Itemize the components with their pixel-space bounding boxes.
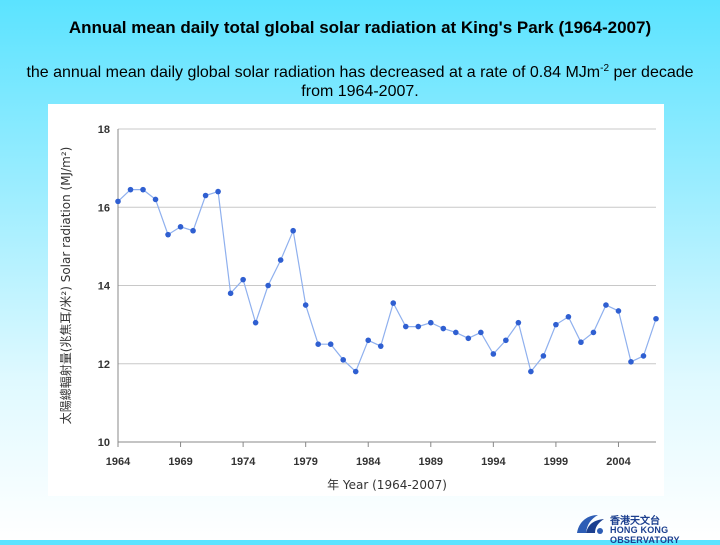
data-point — [327, 341, 334, 347]
observatory-emblem-icon — [577, 515, 604, 534]
data-point — [540, 353, 547, 359]
y-tick-label: 18 — [98, 124, 110, 136]
subtitle-text-end: per decade from 1964-2007. — [301, 64, 694, 100]
data-point — [603, 302, 609, 308]
data-point — [240, 276, 246, 283]
data-point — [453, 329, 459, 336]
data-point — [578, 339, 584, 346]
data-point — [478, 329, 484, 336]
data-point — [465, 335, 472, 342]
data-point — [302, 302, 309, 308]
data-point — [565, 314, 572, 320]
data-point — [352, 368, 359, 375]
data-point — [152, 196, 159, 203]
data-point — [640, 353, 647, 359]
y-tick-label: 12 — [98, 359, 110, 371]
slide-subtitle: the annual mean daily global solar radia… — [20, 63, 700, 101]
data-point — [290, 227, 296, 234]
data-point — [653, 315, 659, 322]
data-point — [202, 192, 209, 199]
slide-title: Annual mean daily total global solar rad… — [68, 18, 652, 37]
data-point — [528, 368, 534, 375]
data-point — [503, 337, 509, 344]
logo-name-en: HONG KONG OBSERVATORY — [610, 525, 680, 545]
data-point — [390, 300, 397, 306]
data-point — [115, 198, 121, 205]
y-tick-label: 14 — [98, 281, 111, 293]
data-point — [515, 319, 522, 326]
data-point — [252, 319, 259, 326]
data-point — [190, 227, 196, 234]
data-point — [265, 282, 271, 289]
data-point — [402, 323, 409, 330]
logo-name-cn: 香港天文台 — [610, 516, 660, 527]
observatory-logo: 香港天文台 HONG KONG OBSERVATORY — [574, 510, 720, 545]
data-point — [277, 257, 284, 263]
data-point — [590, 329, 597, 336]
chart-panel: 10 12 14 16 18 1964 1969 1974 1979 1984 1989 1994 19… — [48, 104, 664, 496]
x-tick-label: 1994 — [481, 456, 506, 468]
solar-radiation-chart: 10 12 14 16 18 1964 1969 1974 1979 1984 1989 1994 19… — [58, 124, 659, 492]
x-tick-label: 1964 — [106, 456, 131, 468]
data-point — [440, 325, 447, 332]
data-point — [628, 358, 634, 365]
data-point — [315, 341, 321, 347]
subtitle-superscript: -2 — [600, 63, 610, 74]
data-point — [215, 188, 221, 195]
data-point — [427, 319, 434, 326]
x-tick-label: 1999 — [544, 456, 568, 468]
x-tick-label: 2004 — [606, 456, 631, 468]
data-point — [140, 186, 146, 193]
data-point — [227, 290, 234, 297]
data-point — [490, 351, 497, 357]
data-point — [165, 231, 171, 238]
x-tick-label: 1974 — [231, 456, 256, 468]
y-axis-label: 太陽總輻射量(兆焦耳/米²) Solar radiation (MJ/m²) — [58, 147, 73, 425]
x-tick-label: 1984 — [356, 456, 381, 468]
data-point — [615, 308, 622, 314]
subtitle-text-start: the annual mean daily global solar radia… — [26, 64, 601, 81]
series-line — [117, 188, 657, 373]
data-point — [340, 357, 347, 363]
data-point — [553, 321, 559, 328]
data-point — [415, 323, 422, 330]
data-point — [177, 224, 184, 230]
x-tick-label: 1989 — [419, 456, 443, 468]
y-tick-label: 10 — [98, 437, 110, 449]
data-point — [127, 186, 134, 193]
x-axis-label: 年 Year (1964-2007) — [327, 478, 447, 492]
x-tick-label: 1969 — [168, 456, 192, 468]
data-point — [365, 337, 372, 344]
y-tick-label: 16 — [98, 202, 110, 214]
data-point — [377, 343, 384, 349]
x-tick-label: 1979 — [293, 456, 317, 468]
